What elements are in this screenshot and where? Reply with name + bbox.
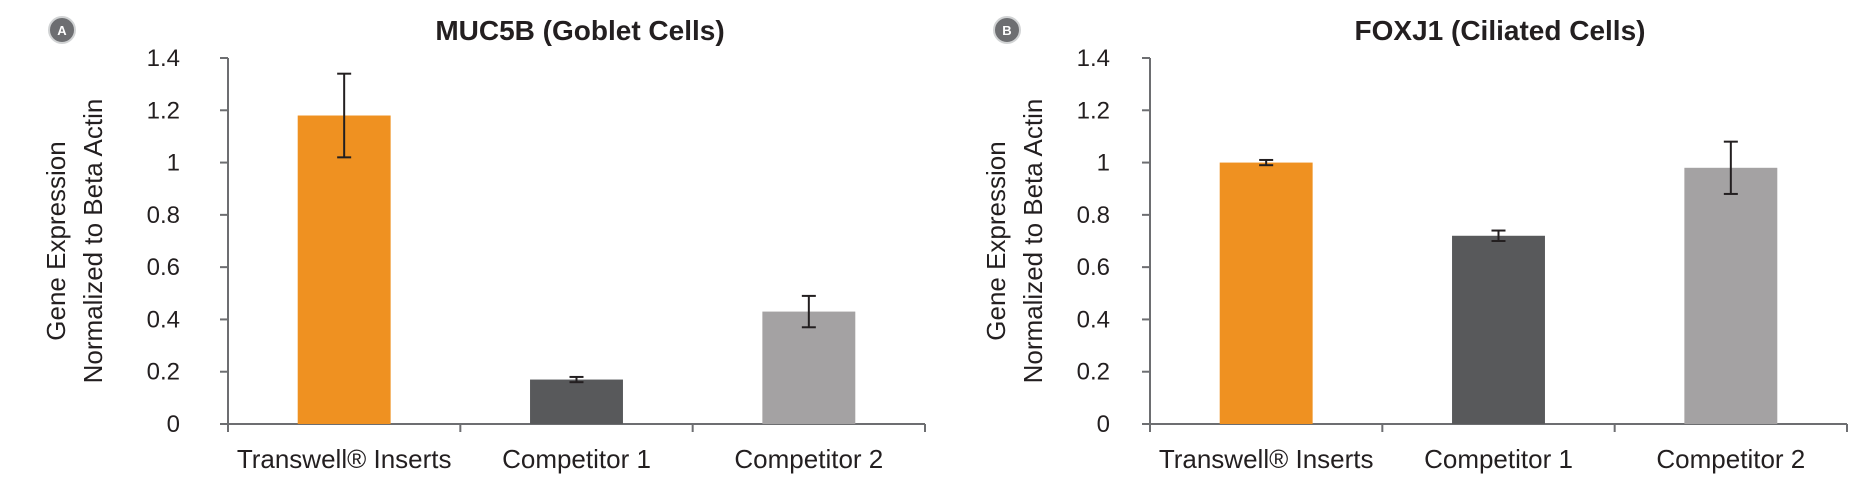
x-category-label: Transwell® Inserts: [1159, 444, 1374, 474]
bar-1: [297, 115, 391, 424]
y-tick-label: 0.8: [147, 202, 180, 229]
x-category-label: Transwell® Inserts: [237, 444, 452, 474]
chart-1: B FOXJ1 (Ciliated Cells) Gene Expression No…: [981, 15, 1848, 474]
chart-0: A MUC5B (Goblet Cells) Gene Expression Norm…: [41, 15, 926, 474]
y-tick-label: 0.4: [1077, 306, 1110, 333]
y-tick-label: 1.2: [1077, 97, 1110, 124]
y-axis-label-line-2: Normalized to Beta Actin: [78, 99, 108, 384]
panel-badge: B: [993, 16, 1021, 44]
bar-1: [1219, 162, 1313, 425]
y-tick-label: 0.4: [147, 306, 180, 333]
error-bar-1: [337, 72, 352, 159]
y-tick-label: 1.4: [1077, 45, 1110, 72]
y-tick-label: 0.6: [1077, 254, 1110, 281]
y-tick-label: 1.2: [147, 97, 180, 124]
x-category-label: Competitor 1: [1424, 444, 1573, 474]
chart-title: FOXJ1 (Ciliated Cells): [1355, 15, 1646, 46]
panel-badge-label: B: [1002, 23, 1011, 38]
y-axis-label-line-1: Gene Expression: [41, 141, 71, 340]
y-tick-label: 0: [167, 411, 180, 438]
y-tick-label: 1: [167, 150, 180, 177]
error-bar-2: [1491, 229, 1506, 242]
y-axis-label-line-1: Gene Expression: [981, 141, 1011, 340]
chart-title: MUC5B (Goblet Cells): [435, 15, 724, 46]
panel-badge-circle: [48, 16, 76, 44]
bar-3: [1684, 167, 1778, 425]
bar-3: [762, 311, 856, 424]
x-category-label: Competitor 2: [1656, 444, 1805, 474]
y-tick-label: 1: [1097, 150, 1110, 177]
x-category-label: Competitor 1: [502, 444, 651, 474]
panel-badge-label: A: [57, 23, 67, 38]
y-tick-label: 0.8: [1077, 202, 1110, 229]
y-tick-label: 0.2: [147, 359, 180, 386]
error-bar-2: [569, 375, 584, 384]
error-bar-3: [801, 294, 816, 329]
bar-2: [530, 379, 623, 424]
y-tick-label: 0.6: [147, 254, 180, 281]
error-bar-1: [1259, 158, 1274, 167]
y-tick-label: 1.4: [147, 45, 180, 72]
y-tick-label: 0.2: [1077, 359, 1110, 386]
bar-2: [1452, 235, 1545, 424]
panel-badge: A: [48, 16, 76, 44]
error-bar-3: [1723, 140, 1738, 195]
y-tick-label: 0: [1097, 411, 1110, 438]
x-category-label: Competitor 2: [734, 444, 883, 474]
y-axis-label-line-2: Normalized to Beta Actin: [1018, 99, 1048, 384]
panel-badge-circle: [993, 16, 1021, 44]
